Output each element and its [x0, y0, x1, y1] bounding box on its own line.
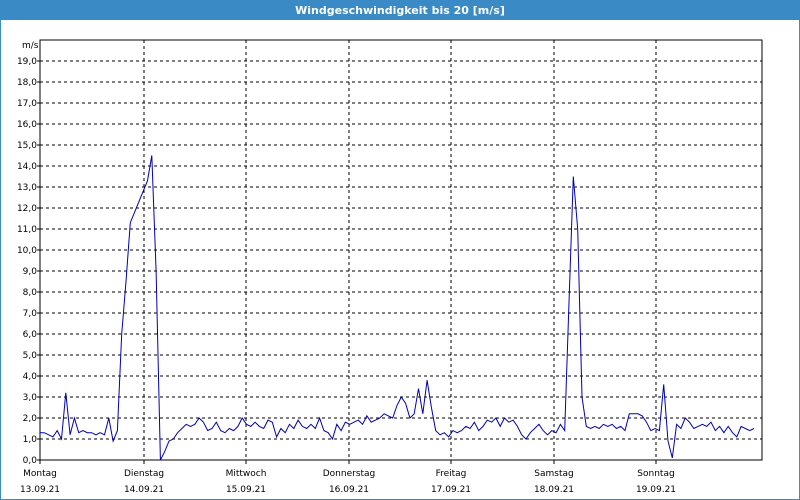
x-date-label: 16.09.21 [329, 485, 369, 495]
x-date-label: 13.09.21 [20, 485, 60, 495]
y-tick-label: 16,0 [17, 120, 37, 130]
x-day-label: Samstag [534, 469, 573, 479]
y-tick-label: 10,0 [17, 246, 37, 256]
axis-layer: 0,0 1,0 2,0 3,0 4,0 5,0 6,0 7,0 8,0 9,0 10,0 11,0 12… [17, 39, 763, 495]
y-tick-label: 2,0 [23, 414, 38, 424]
y-tick-label: 9,0 [23, 267, 38, 277]
y-tick-label: 19,0 [17, 57, 37, 67]
grid-layer [40, 40, 762, 460]
x-date-label: 19.09.21 [636, 485, 676, 495]
wind-speed-line [40, 155, 755, 461]
x-date-label: 17.09.21 [431, 485, 471, 495]
x-day-label: Dienstag [124, 469, 164, 479]
y-tick-label: 0,0 [23, 456, 38, 466]
y-tick-label: 12,0 [17, 204, 37, 214]
y-axis-unit-label: m/s [22, 41, 39, 51]
y-tick-label: 5,0 [23, 351, 38, 361]
series-layer [40, 155, 755, 461]
x-day-label: Sonntag [637, 469, 674, 479]
y-tick-label: 13,0 [17, 183, 37, 193]
x-date-label: 14.09.21 [124, 485, 164, 495]
x-day-label: Montag [23, 469, 57, 479]
x-day-label: Donnerstag [323, 469, 376, 479]
x-day-label: Freitag [436, 469, 467, 479]
y-tick-label: 8,0 [23, 288, 38, 298]
y-tick-label: 7,0 [23, 309, 38, 319]
y-tick-label: 3,0 [23, 393, 38, 403]
y-tick-label: 18,0 [17, 78, 37, 88]
y-tick-label: 11,0 [17, 225, 37, 235]
x-date-label: 15.09.21 [226, 485, 266, 495]
y-tick-label: 1,0 [23, 435, 38, 445]
x-day-label: Mittwoch [226, 469, 267, 479]
y-tick-label: 15,0 [17, 141, 37, 151]
y-tick-label: 14,0 [17, 162, 37, 172]
y-tick-label: 4,0 [23, 372, 38, 382]
y-tick-label: 17,0 [17, 99, 37, 109]
x-date-label: 18.09.21 [534, 485, 574, 495]
chart-title: Windgeschwindigkeit bis 20 [m/s] [0, 0, 800, 20]
y-tick-label: 6,0 [23, 330, 38, 340]
